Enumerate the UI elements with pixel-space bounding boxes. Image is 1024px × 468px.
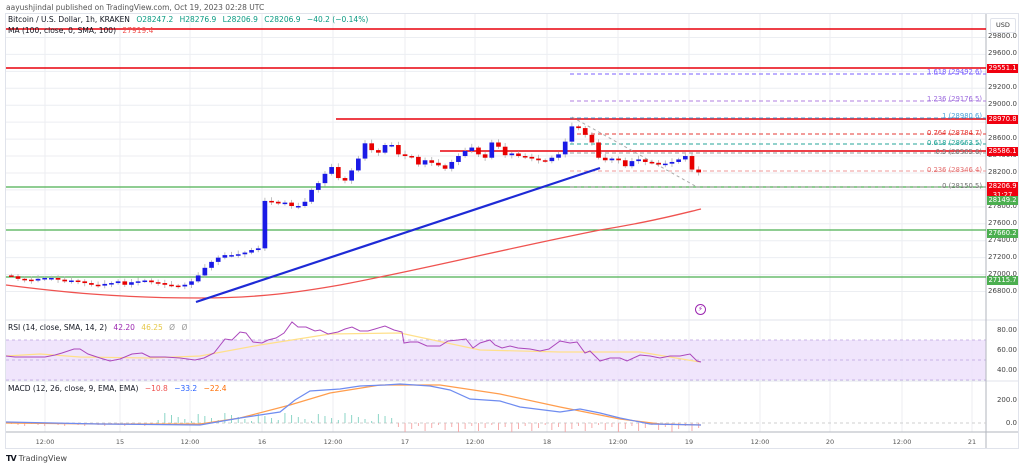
ohlc-open: O28247.2 xyxy=(136,15,174,24)
tradingview-brand: TradingView xyxy=(18,454,67,463)
price-tag: 28586.1 xyxy=(987,147,1018,156)
ma-legend[interactable]: MA (100, close, 0, SMA, 100) 27919.4 xyxy=(8,26,157,35)
macd-legend[interactable]: MACD (12, 26, close, 9, EMA, EMA) −10.8 … xyxy=(8,384,231,393)
ma-value: 27919.4 xyxy=(122,26,154,35)
price-tag: 27115.7 xyxy=(987,276,1018,285)
price-tick: 28200.0 xyxy=(988,167,1017,176)
rsi-tick: 80.00 xyxy=(996,326,1017,334)
tv-logo-icon: TV xyxy=(6,454,17,463)
rsi-extra-1: Ø xyxy=(169,323,176,332)
price-tick: 27800.0 xyxy=(988,201,1017,210)
price-tag: 28206.9 31:27 xyxy=(987,182,1018,200)
time-tick: 12:00 xyxy=(323,438,343,446)
macd-label: MACD (12, 26, close, 9, EMA, EMA) xyxy=(8,384,139,393)
macd-value: −33.2 xyxy=(174,384,198,393)
chart-frame xyxy=(5,13,1019,449)
publish-line: aayushjindal published on TradingView.co… xyxy=(6,3,265,12)
tradingview-logo[interactable]: TV TradingView xyxy=(6,454,67,463)
currency-button[interactable]: USD xyxy=(990,18,1016,33)
time-tick: 12:00 xyxy=(465,438,485,446)
price-tick: 27400.0 xyxy=(988,235,1017,244)
ohlc-high: H28276.9 xyxy=(179,15,217,24)
price-tick: 27000.0 xyxy=(988,269,1017,278)
time-tick: 15 xyxy=(115,438,125,446)
lightning-event-icon[interactable]: ⚡ xyxy=(695,304,706,315)
price-tick: 29200.0 xyxy=(988,83,1017,92)
time-tick: 12:00 xyxy=(750,438,770,446)
symbol-title: Bitcoin / U.S. Dollar, 1h, KRAKEN xyxy=(8,15,130,24)
fib-level-label: 0.236 (28346.4) xyxy=(926,166,982,174)
macd-signal-value: −22.4 xyxy=(203,384,227,393)
rsi-tick: 60.00 xyxy=(996,346,1017,354)
ma-label: MA (100, close, 0, SMA, 100) xyxy=(8,26,116,35)
fib-level-label: 1.236 (29176.5) xyxy=(926,95,982,103)
price-tick: 29600.0 xyxy=(988,49,1017,58)
price-tick: 27200.0 xyxy=(988,252,1017,261)
time-tick: 19 xyxy=(684,438,694,446)
time-tick: 21 xyxy=(967,438,977,446)
fib-level-label: 0.5 (28565.6) xyxy=(935,148,982,156)
time-tick: 12:00 xyxy=(180,438,200,446)
time-tick: 17 xyxy=(400,438,410,446)
ohlc-close: C28206.9 xyxy=(264,15,301,24)
rsi-label: RSI (14, close, SMA, 14, 2) xyxy=(8,323,108,332)
symbol-legend: Bitcoin / U.S. Dollar, 1h, KRAKEN O28247… xyxy=(8,15,372,24)
ohlc-low: L28206.9 xyxy=(222,15,258,24)
price-tag: 29551.1 xyxy=(987,64,1018,73)
macd-tick: 0.0 xyxy=(1005,419,1017,427)
price-tick: 29800.0 xyxy=(988,32,1017,41)
time-tick: 12:00 xyxy=(608,438,628,446)
time-tick: 20 xyxy=(825,438,835,446)
price-tick: 27600.0 xyxy=(988,218,1017,227)
rsi-extra-2: Ø xyxy=(181,323,188,332)
fib-level-label: 0.618 (28663.5) xyxy=(926,139,982,147)
price-tag: 27660.2 xyxy=(987,229,1018,238)
fib-level-label: 1.618 (29492.6) xyxy=(926,68,982,76)
rsi-legend[interactable]: RSI (14, close, SMA, 14, 2) 42.20 46.25 … xyxy=(8,323,191,332)
price-tag: 28149.2 xyxy=(987,196,1018,205)
rsi-sma-value: 46.25 xyxy=(141,323,163,332)
fib-level-label: 0 (28150.5) xyxy=(942,182,982,190)
time-tick: 18 xyxy=(542,438,552,446)
time-tick: 12:00 xyxy=(892,438,912,446)
price-tag: 28970.8 xyxy=(987,115,1018,124)
rsi-tick: 40.00 xyxy=(996,366,1017,374)
macd-hist-value: −10.8 xyxy=(144,384,168,393)
price-tick: 26800.0 xyxy=(988,286,1017,295)
price-tick: 29000.0 xyxy=(988,100,1017,109)
ohlc-change: −40.2 (−0.14%) xyxy=(306,15,369,24)
fib-level-label: 1 (28980.6) xyxy=(942,112,982,120)
time-tick: 12:00 xyxy=(35,438,55,446)
price-tick: 28600.0 xyxy=(988,134,1017,143)
time-tick: 16 xyxy=(257,438,267,446)
fib-level-label: 0.764 (28784.7) xyxy=(926,129,982,137)
macd-tick: 200.0 xyxy=(996,396,1017,404)
rsi-value: 42.20 xyxy=(113,323,135,332)
